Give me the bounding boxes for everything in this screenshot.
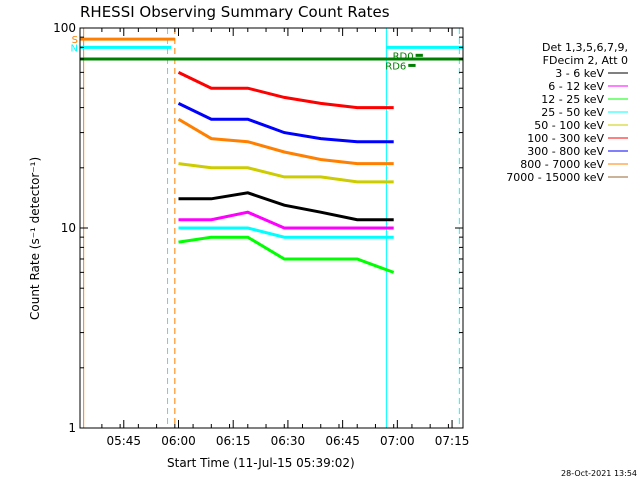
x-tick-label-3: 06:30 [271,434,306,448]
legend-header-0: Det 1,3,5,6,7,9, [542,41,628,54]
y-tick-label-0: 1 [68,421,76,435]
x-tick-label-4: 06:45 [325,434,360,448]
series-line-7 [177,117,394,166]
series-line-5 [177,71,394,110]
series-line-4 [178,162,394,184]
series-line-2 [178,235,395,274]
x-tick-label-5: 07:00 [380,434,415,448]
legend-entry-2: 12 - 25 keV [541,93,604,106]
series-line-0 [178,191,394,222]
state-bar-label-0: S [72,35,78,46]
x-tick-label-6: 07:15 [435,434,470,448]
legend-entry-4: 50 - 100 keV [534,119,604,132]
series-line-3 [178,226,394,239]
y-tick-label-1: 10 [61,221,76,235]
legend-entry-0: 3 - 6 keV [555,67,604,80]
legend-entry-1: 6 - 12 keV [548,80,604,93]
x-axis-label: Start Time (11-Jul-15 05:39:02) [167,456,355,470]
x-axis: 05:45 06:00 06:15 06:30 06:45 07:00 07:15 [101,28,470,448]
legend-header-1: FDecim 2, Att 0 [543,54,628,67]
x-tick-label-0: 05:45 [106,434,141,448]
x-tick-label-1: 06:00 [161,434,196,448]
y-tick-label-2: 100 [53,21,76,35]
state-bar-label-5: RD0 [393,51,414,62]
legend-entry-7: 800 - 7000 keV [520,158,604,171]
footer-date: 28-Oct-2021 13:54 [561,469,637,478]
chart-title: RHESSI Observing Summary Count Rates [80,3,390,21]
legend-entry-3: 25 - 50 keV [541,106,604,119]
legend: Det 1,3,5,6,7,9,FDecim 2, Att 03 - 6 keV… [506,41,628,184]
y-axis-label: Count Rate (s⁻¹ detector⁻¹) [28,157,42,320]
legend-entry-6: 300 - 800 keV [527,145,604,158]
state-bar-label-1: N [71,43,78,54]
legend-entry-5: 100 - 300 keV [527,132,604,145]
series-line-1 [178,210,394,230]
x-tick-label-2: 06:15 [216,434,251,448]
state-bar-label-4: RD6 [385,61,406,72]
legend-entry-8: 7000 - 15000 keV [506,171,604,184]
y-axis: 1 10 100 [53,21,463,435]
series-line-6 [177,102,394,144]
